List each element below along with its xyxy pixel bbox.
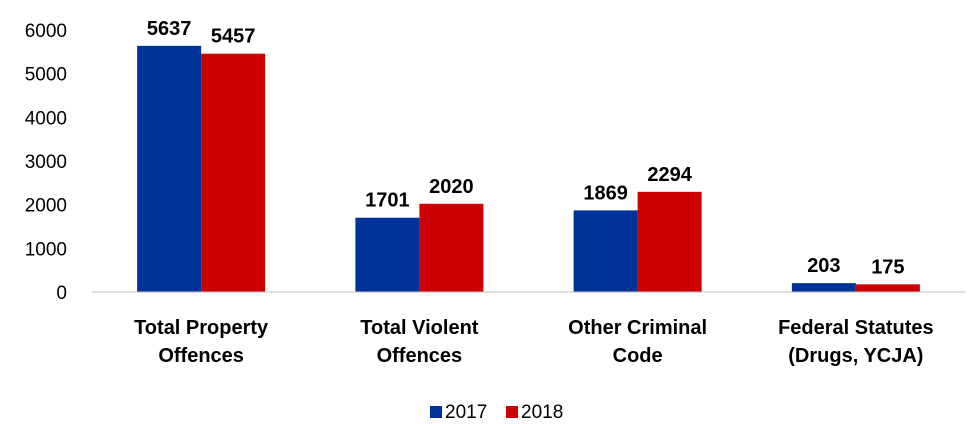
x-category-label: Federal Statutes [778, 317, 934, 339]
x-category-label: Offences [158, 345, 244, 367]
data-label-2017-3: 203 [807, 255, 840, 277]
legend-label-2018: 2018 [521, 402, 563, 423]
y-axis: 0 1000 2000 3000 4000 5000 6000 [25, 21, 67, 304]
x-category-label: Code [613, 345, 663, 367]
x-category-label: (Drugs, YCJA) [788, 345, 923, 367]
x-category-label: Other Criminal [568, 317, 707, 339]
legend-swatch-2017 [430, 406, 442, 418]
y-tick-label: 6000 [25, 21, 67, 42]
bar-2018-2 [637, 191, 702, 292]
bar-2017-1 [355, 217, 420, 292]
data-label-2018-1: 2020 [429, 176, 474, 198]
data-label-2018-0: 5457 [211, 26, 256, 48]
x-category-label: Total Violent [360, 317, 478, 339]
data-label-2018-3: 175 [871, 256, 904, 278]
y-tick-label: 3000 [25, 152, 67, 173]
y-tick-label: 2000 [25, 196, 67, 217]
bars [137, 45, 920, 293]
y-tick-label: 5000 [25, 65, 67, 86]
bar-2018-0 [201, 53, 266, 292]
data-labels: 5637 5457 1701 2020 1869 2294 203 175 [147, 18, 905, 279]
legend-swatch-2018 [506, 406, 518, 418]
bar-2017-3 [791, 283, 856, 292]
bar-2018-3 [855, 284, 920, 292]
legend: 2017 2018 [430, 402, 563, 423]
x-category-label: Offences [377, 345, 463, 367]
y-tick-label: 4000 [25, 108, 67, 129]
y-tick-label: 1000 [25, 239, 67, 260]
y-tick-label: 0 [56, 283, 67, 304]
bar-2017-0 [137, 45, 202, 293]
data-label-2017-0: 5637 [147, 18, 192, 40]
data-label-2017-1: 1701 [365, 190, 410, 212]
x-category-label: Total Property [134, 317, 269, 339]
x-axis-labels: Total Property Offences Total Violent Offen… [134, 317, 934, 367]
data-label-2018-2: 2294 [647, 164, 692, 186]
bar-2018-1 [419, 203, 484, 292]
data-label-2017-2: 1869 [583, 182, 628, 204]
legend-label-2017: 2017 [445, 402, 487, 423]
bar-2017-2 [573, 210, 638, 292]
